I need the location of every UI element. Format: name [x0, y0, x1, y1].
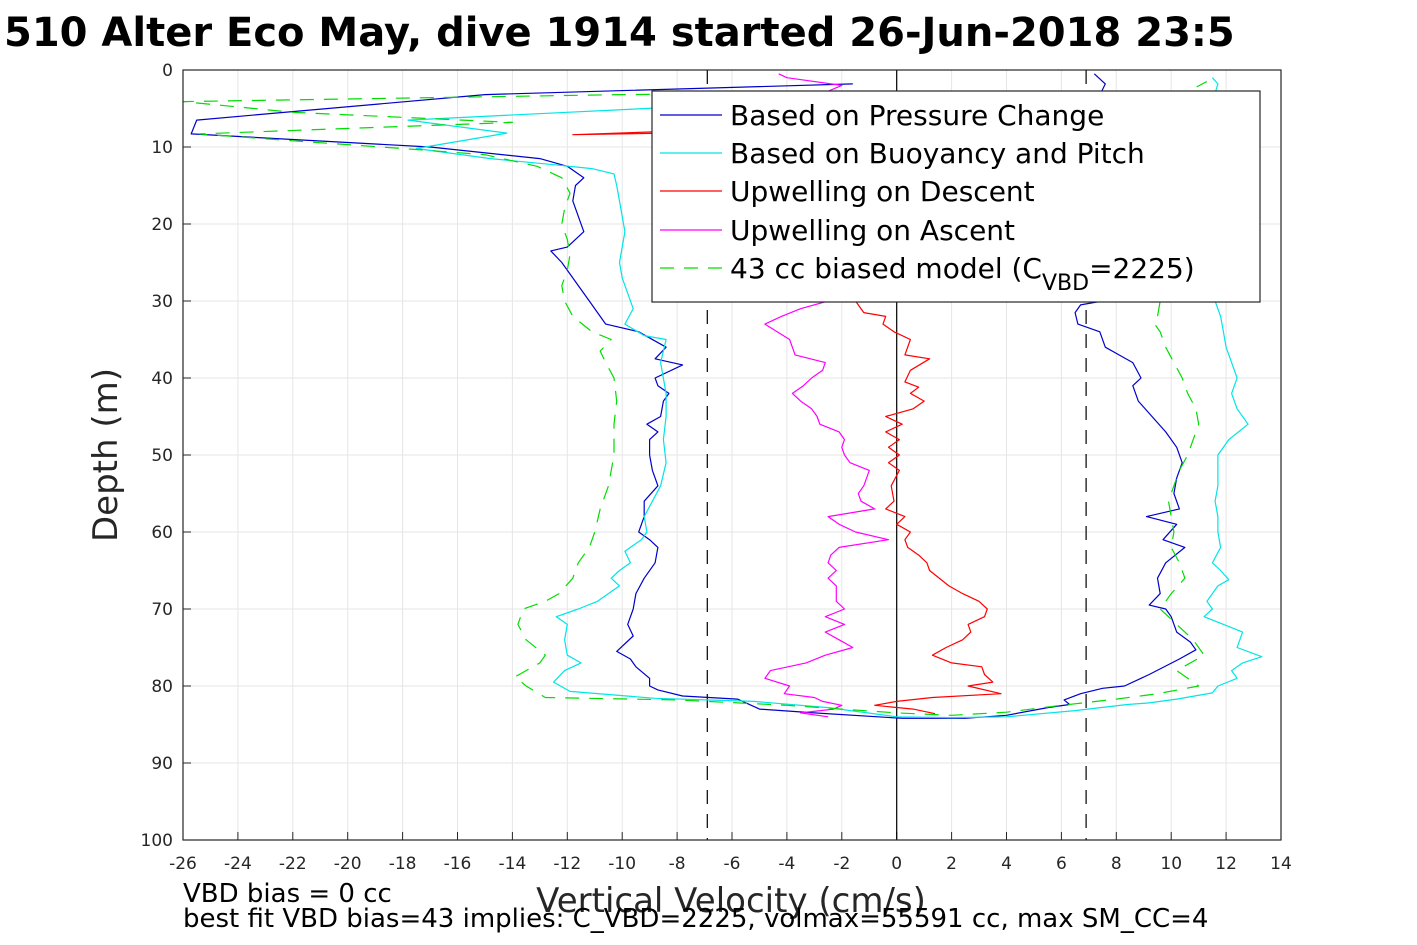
y-tick-label: 90 [151, 754, 173, 774]
legend-label-buoyancy-pitch: Based on Buoyancy and Pitch [730, 137, 1145, 170]
plot-frame [182, 69, 1282, 841]
legend-label-upwelling-descent: Upwelling on Descent [730, 175, 1035, 208]
y-tick-label: 10 [151, 138, 173, 158]
y-tick-label: 30 [151, 292, 173, 312]
x-tick-label: -8 [669, 854, 686, 874]
legend-model-prefix: 43 cc biased model (C [730, 252, 1042, 285]
legend-model-suffix: =2225) [1089, 252, 1195, 285]
x-tick-label: -2 [833, 854, 850, 874]
y-tick-label: 20 [151, 215, 173, 235]
legend-model-subscript: VBD [1042, 271, 1089, 296]
x-tick-label: 2 [946, 854, 957, 874]
x-tick-label: -4 [778, 854, 795, 874]
x-tick-label: -22 [279, 854, 307, 874]
legend-label-upwelling-ascent: Upwelling on Ascent [730, 214, 1015, 247]
series-line-4 [182, 80, 1208, 716]
y-axis-label: Depth (m) [86, 368, 126, 542]
x-tick-label: 4 [1001, 854, 1012, 874]
series-line-2 [572, 111, 1002, 715]
x-tick-label: 10 [1160, 854, 1182, 874]
x-tick-label: 14 [1270, 854, 1292, 874]
y-tick-labels: 0 10 20 30 40 50 60 70 80 90 100 [141, 61, 173, 851]
x-tick-label: -10 [608, 854, 636, 874]
legend-box [651, 90, 1261, 303]
vbd-bias-note: VBD bias = 0 cc [183, 879, 392, 909]
best-fit-note: best fit VBD bias=43 implies: C_VBD=2225… [183, 904, 1208, 934]
x-tick-label: -18 [389, 854, 417, 874]
x-tick-label: -26 [169, 854, 197, 874]
x-tick-label: 6 [1056, 854, 1067, 874]
y-tick-label: 100 [141, 831, 173, 851]
x-tick-label: 12 [1215, 854, 1237, 874]
x-tick-label: -24 [224, 854, 252, 874]
y-tick-label: 80 [151, 677, 173, 697]
legend-label-biased-model: 43 cc biased model (CVBD=2225) [730, 252, 1195, 296]
y-tick-label: 40 [151, 369, 173, 389]
y-tick-label: 60 [151, 523, 173, 543]
y-tick-label: 70 [151, 600, 173, 620]
x-tick-label: 8 [1111, 854, 1122, 874]
x-tick-label: -14 [499, 854, 527, 874]
x-axis-label: Vertical Velocity (cm/s) [536, 881, 926, 921]
x-tick-label: -6 [724, 854, 741, 874]
x-tick-label: -20 [334, 854, 362, 874]
x-tick-label: -12 [553, 854, 581, 874]
y-tick-label: 50 [151, 446, 173, 466]
legend-label-pressure-change: Based on Pressure Change [730, 99, 1104, 132]
x-tick-labels: -26 -24 -22 -20 -18 -16 -14 -12 -10 -8 -6 -4 -2 0 2 4 6 8… [169, 854, 1292, 874]
chart-title: 510 Alter Eco May, dive 1914 started 26-… [4, 10, 1235, 56]
x-tick-label: 0 [891, 854, 902, 874]
series-line-0 [190, 73, 1197, 719]
x-tick-label: -16 [444, 854, 472, 874]
legend: Based on Pressure Change Based on Buoyan… [651, 90, 1261, 303]
series-line-1 [407, 77, 1263, 719]
y-tick-label: 0 [162, 61, 173, 81]
